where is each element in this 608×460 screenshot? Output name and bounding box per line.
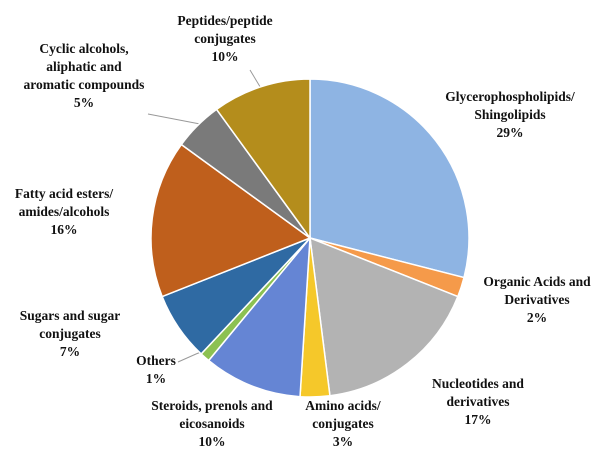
slice-label: Peptides/peptide conjugates 10% [155,12,295,66]
slice-label: Glycerophospholipids/Shingolipids 29% [443,88,578,142]
value-label: 2% [526,310,548,325]
value-label: 7% [59,344,81,359]
category-label: Fatty acid esters/ amides/alcohols [14,186,114,219]
slice-label: Fatty acid esters/ amides/alcohols 16% [0,185,129,239]
pie-slice [309,78,470,279]
slice-label: Steroids, prenols and eicosanoids 10% [147,397,277,451]
slice-label: Cyclic alcohols, aliphatic and aromatic … [19,40,149,112]
value-label: 3% [332,434,354,449]
value-label: 10% [198,434,226,449]
slice-label: Nucleotides and derivatives 17% [418,375,538,429]
category-label: Glycerophospholipids/Shingolipids [445,89,575,122]
value-label: 1% [145,371,167,386]
category-label: Steroids, prenols and eicosanoids [151,398,273,431]
value-label: 10% [211,49,239,64]
slice-label: Others 1% [126,352,186,388]
pie-slice [207,235,311,398]
slice-label: Amino acids/ conjugates 3% [293,397,393,451]
leader-line [147,113,201,125]
value-label: 5% [73,95,95,110]
value-label: 17% [464,412,492,427]
pie-slice [215,78,311,241]
category-label: Peptides/peptide conjugates [177,13,273,46]
category-label: Organic Acids and Derivatives [483,274,591,307]
slice-label: Organic Acids and Derivatives 2% [477,273,597,327]
pie-slice [309,236,459,397]
value-label: 16% [50,222,78,237]
pie-slice [150,143,312,298]
category-label: Nucleotides and derivatives [432,376,524,409]
category-label: Amino acids/ conjugates [305,398,381,431]
slice-label: Sugars and sugar conjugates 7% [0,307,140,361]
category-label: Cyclic alcohols, aliphatic and aromatic … [23,41,145,92]
category-label: Sugars and sugar conjugates [19,308,121,341]
category-label: Others [136,353,176,368]
value-label: 29% [496,125,524,140]
